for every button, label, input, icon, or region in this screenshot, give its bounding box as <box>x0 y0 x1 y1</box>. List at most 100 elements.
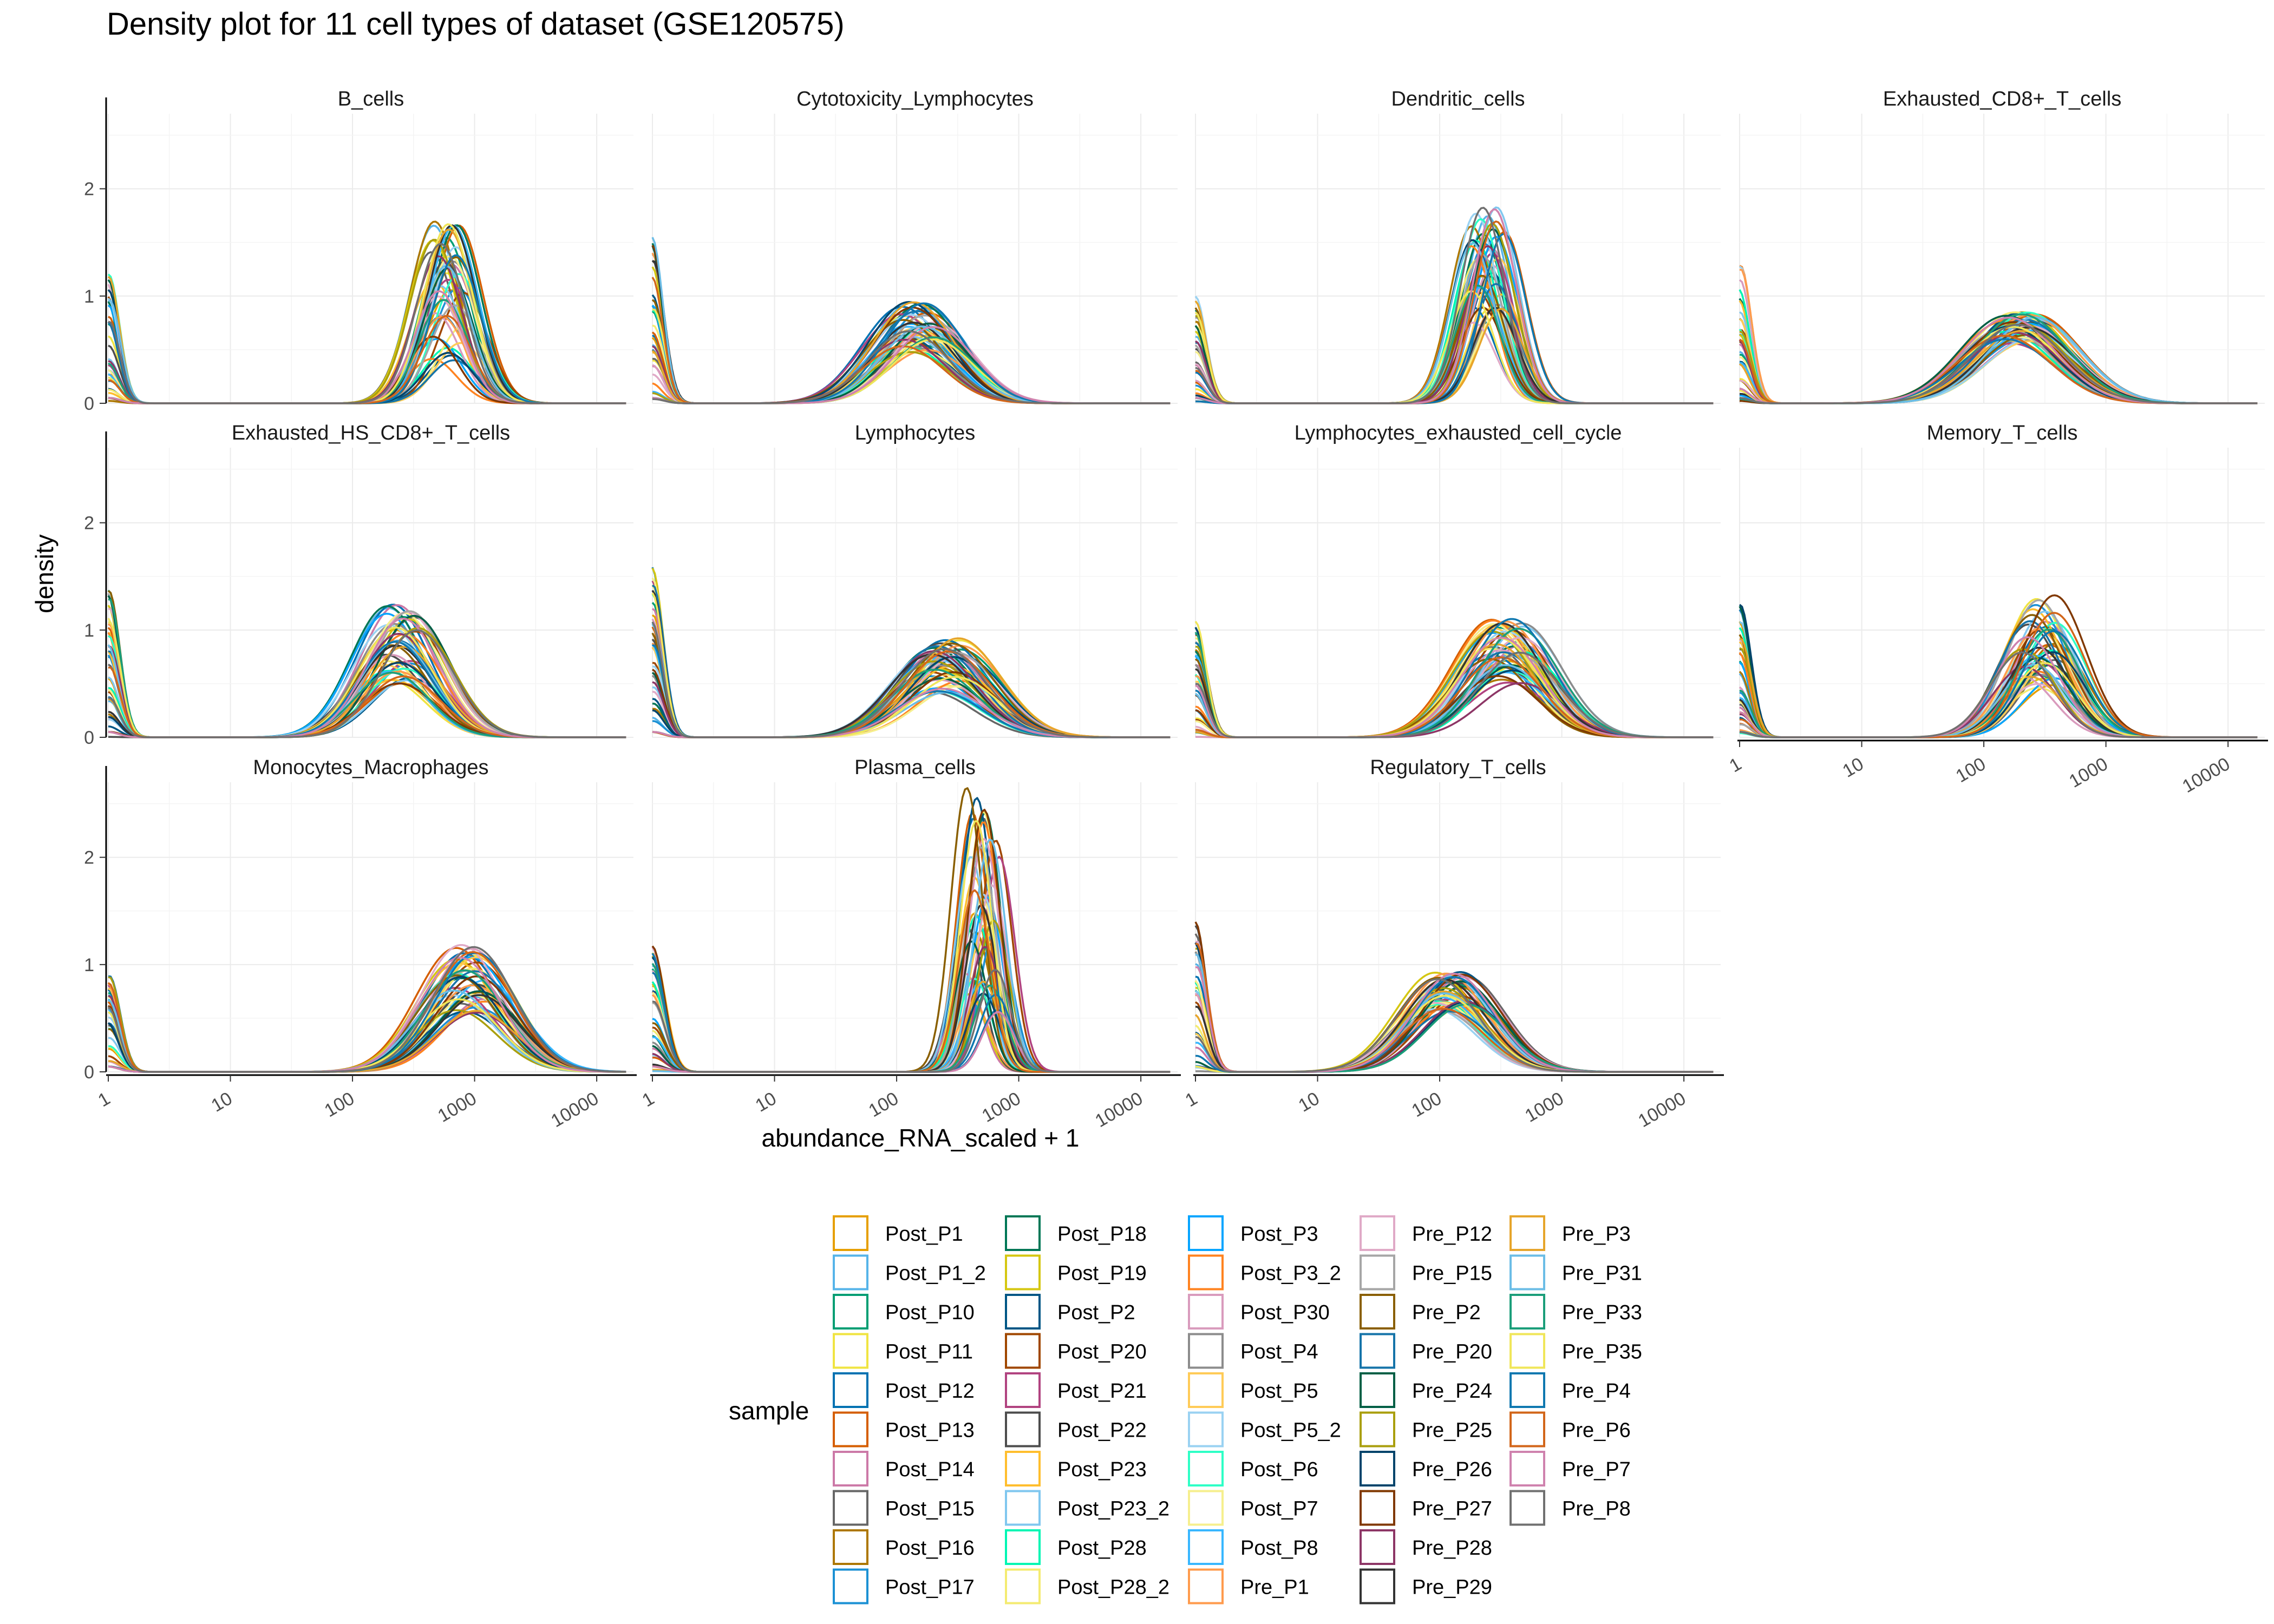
legend-key <box>1510 1451 1545 1487</box>
legend-item: Post_P3 <box>1188 1215 1318 1251</box>
legend-label: Pre_P7 <box>1562 1458 1631 1481</box>
legend-label: Pre_P33 <box>1562 1301 1642 1324</box>
panel-Cytotoxicity_Lymphocytes: Cytotoxicity_Lymphocytes <box>651 88 1178 404</box>
legend-label: Post_P5 <box>1240 1380 1318 1403</box>
density-line-Pre_P35 <box>108 621 626 738</box>
panel-strip-label: Memory_T_cells <box>1927 422 2078 444</box>
legend-label: Post_P18 <box>1057 1223 1147 1246</box>
density-line-Post_P7 <box>651 578 1171 738</box>
density-line-Post_P7 <box>651 898 1171 1073</box>
panel-strip-label: B_cells <box>338 88 404 110</box>
legend-label: Post_P28_2 <box>1057 1576 1169 1599</box>
y-tick-label: 2 <box>84 848 94 868</box>
density-line-Post_P30 <box>651 837 1171 1073</box>
density-line-Post_P7 <box>108 255 626 404</box>
legend-item: Post_P3_2 <box>1188 1254 1341 1291</box>
density-line-Post_P28 <box>651 915 1171 1073</box>
legend-key <box>1360 1372 1395 1408</box>
density-line-Post_P8 <box>108 225 626 404</box>
legend-key <box>1360 1411 1395 1448</box>
density-line-Pre_P8 <box>1739 651 2258 738</box>
x-tick-label: 10 <box>208 1088 236 1116</box>
x-tick-label: 1 <box>639 1088 658 1111</box>
y-tick-label: 1 <box>84 955 94 975</box>
density-line-Post_P13 <box>108 225 626 404</box>
x-tick-label: 1 <box>95 1088 114 1111</box>
legend-item: Post_P7 <box>1188 1490 1318 1526</box>
legend-label: Post_P23_2 <box>1057 1498 1169 1521</box>
panel-Dendritic_cells: Dendritic_cells <box>1194 88 1721 404</box>
density-line-Post_P5_2 <box>1739 265 2258 404</box>
legend-key <box>1005 1372 1041 1408</box>
x-tick-label: 10000 <box>1635 1088 1689 1131</box>
legend-key <box>833 1294 868 1330</box>
density-line-Pre_P8 <box>652 330 1171 404</box>
density-line-Pre_P24 <box>652 940 1171 1073</box>
density-line-Pre_P8 <box>108 243 626 404</box>
density-line-Post_P22 <box>652 925 1171 1073</box>
legend-label: Post_P21 <box>1057 1380 1147 1403</box>
density-line-Pre_P27 <box>108 336 626 404</box>
legend-item: Pre_P7 <box>1510 1451 1631 1487</box>
density-line-Post_P13 <box>652 811 1171 1073</box>
legend-key <box>1188 1568 1224 1605</box>
density-line-Post_P3_2 <box>108 358 626 404</box>
legend-label: Post_P7 <box>1240 1498 1318 1521</box>
legend-key <box>1360 1451 1395 1487</box>
legend-item: Post_P15 <box>833 1490 975 1526</box>
density-line-Post_P15 <box>652 817 1171 1073</box>
density-line-Pre_P4 <box>108 254 626 404</box>
density-line-Pre_P8 <box>1739 323 2258 404</box>
density-line-Post_P21 <box>108 279 626 404</box>
density-line-Post_P3 <box>107 304 626 404</box>
density-line-Post_P16 <box>652 931 1171 1073</box>
legend-label: Pre_P26 <box>1412 1458 1492 1481</box>
density-line-Post_P3 <box>652 895 1171 1073</box>
legend-item: Pre_P20 <box>1360 1333 1492 1369</box>
legend-label: Post_P12 <box>885 1380 975 1403</box>
legend-key <box>1510 1372 1545 1408</box>
legend-item: Pre_P3 <box>1510 1215 1631 1251</box>
density-line-Post_P19 <box>651 567 1171 738</box>
legend-label: Post_P19 <box>1057 1262 1147 1285</box>
density-line-Post_P16 <box>108 220 626 404</box>
legend-label: Post_P30 <box>1240 1301 1330 1324</box>
legend-key <box>1005 1568 1041 1605</box>
legend: sample Post_P1 Post_P1_2 Post_P10 Post_P11 P… <box>729 1215 1642 1605</box>
x-tick-label: 10 <box>1295 1088 1323 1116</box>
legend-key <box>1005 1215 1041 1251</box>
density-line-Post_P18 <box>1739 298 2258 404</box>
legend-label: Pre_P4 <box>1562 1380 1631 1403</box>
density-line-Pre_P12 <box>651 884 1171 1073</box>
legend-item: Post_P23 <box>1005 1451 1147 1487</box>
density-line-Post_P8 <box>652 981 1171 1073</box>
legend-label: Pre_P25 <box>1412 1419 1492 1442</box>
legend-key <box>1005 1490 1041 1526</box>
legend-label: Post_P17 <box>885 1576 975 1599</box>
panel-strip-label: Lymphocytes <box>855 422 975 444</box>
legend-key <box>833 1568 868 1605</box>
x-tick-label: 100 <box>321 1088 358 1121</box>
y-axis-title: density <box>30 534 58 613</box>
legend-item: Pre_P6 <box>1510 1411 1631 1448</box>
density-line-Post_P1 <box>652 912 1171 1073</box>
density-line-Post_P28_2 <box>652 811 1171 1073</box>
density-line-Post_P18 <box>107 224 626 404</box>
density-line-Post_P19 <box>108 239 626 404</box>
panel-Plasma_cells: Plasma_cells 1 10 100 1000 10000 <box>639 756 1181 1131</box>
x-tick-label: 100 <box>1408 1088 1445 1121</box>
panel-strip-label: Cytotoxicity_Lymphocytes <box>796 88 1034 110</box>
density-line-Post_P22 <box>108 260 626 404</box>
density-line-Pre_P28 <box>652 946 1171 1073</box>
density-line-Post_P19 <box>651 983 1171 1073</box>
legend-key <box>1005 1294 1041 1330</box>
legend-item: Post_P12 <box>833 1372 975 1408</box>
x-tick-label: 100 <box>865 1088 902 1121</box>
legend-key <box>833 1215 868 1251</box>
density-line-Pre_P12 <box>107 284 626 404</box>
legend-key <box>833 1490 868 1526</box>
legend-item: Post_P1_2 <box>833 1254 986 1291</box>
density-line-Pre_P26 <box>107 289 626 404</box>
density-line-Pre_P15 <box>108 304 626 404</box>
legend-key <box>833 1333 868 1369</box>
